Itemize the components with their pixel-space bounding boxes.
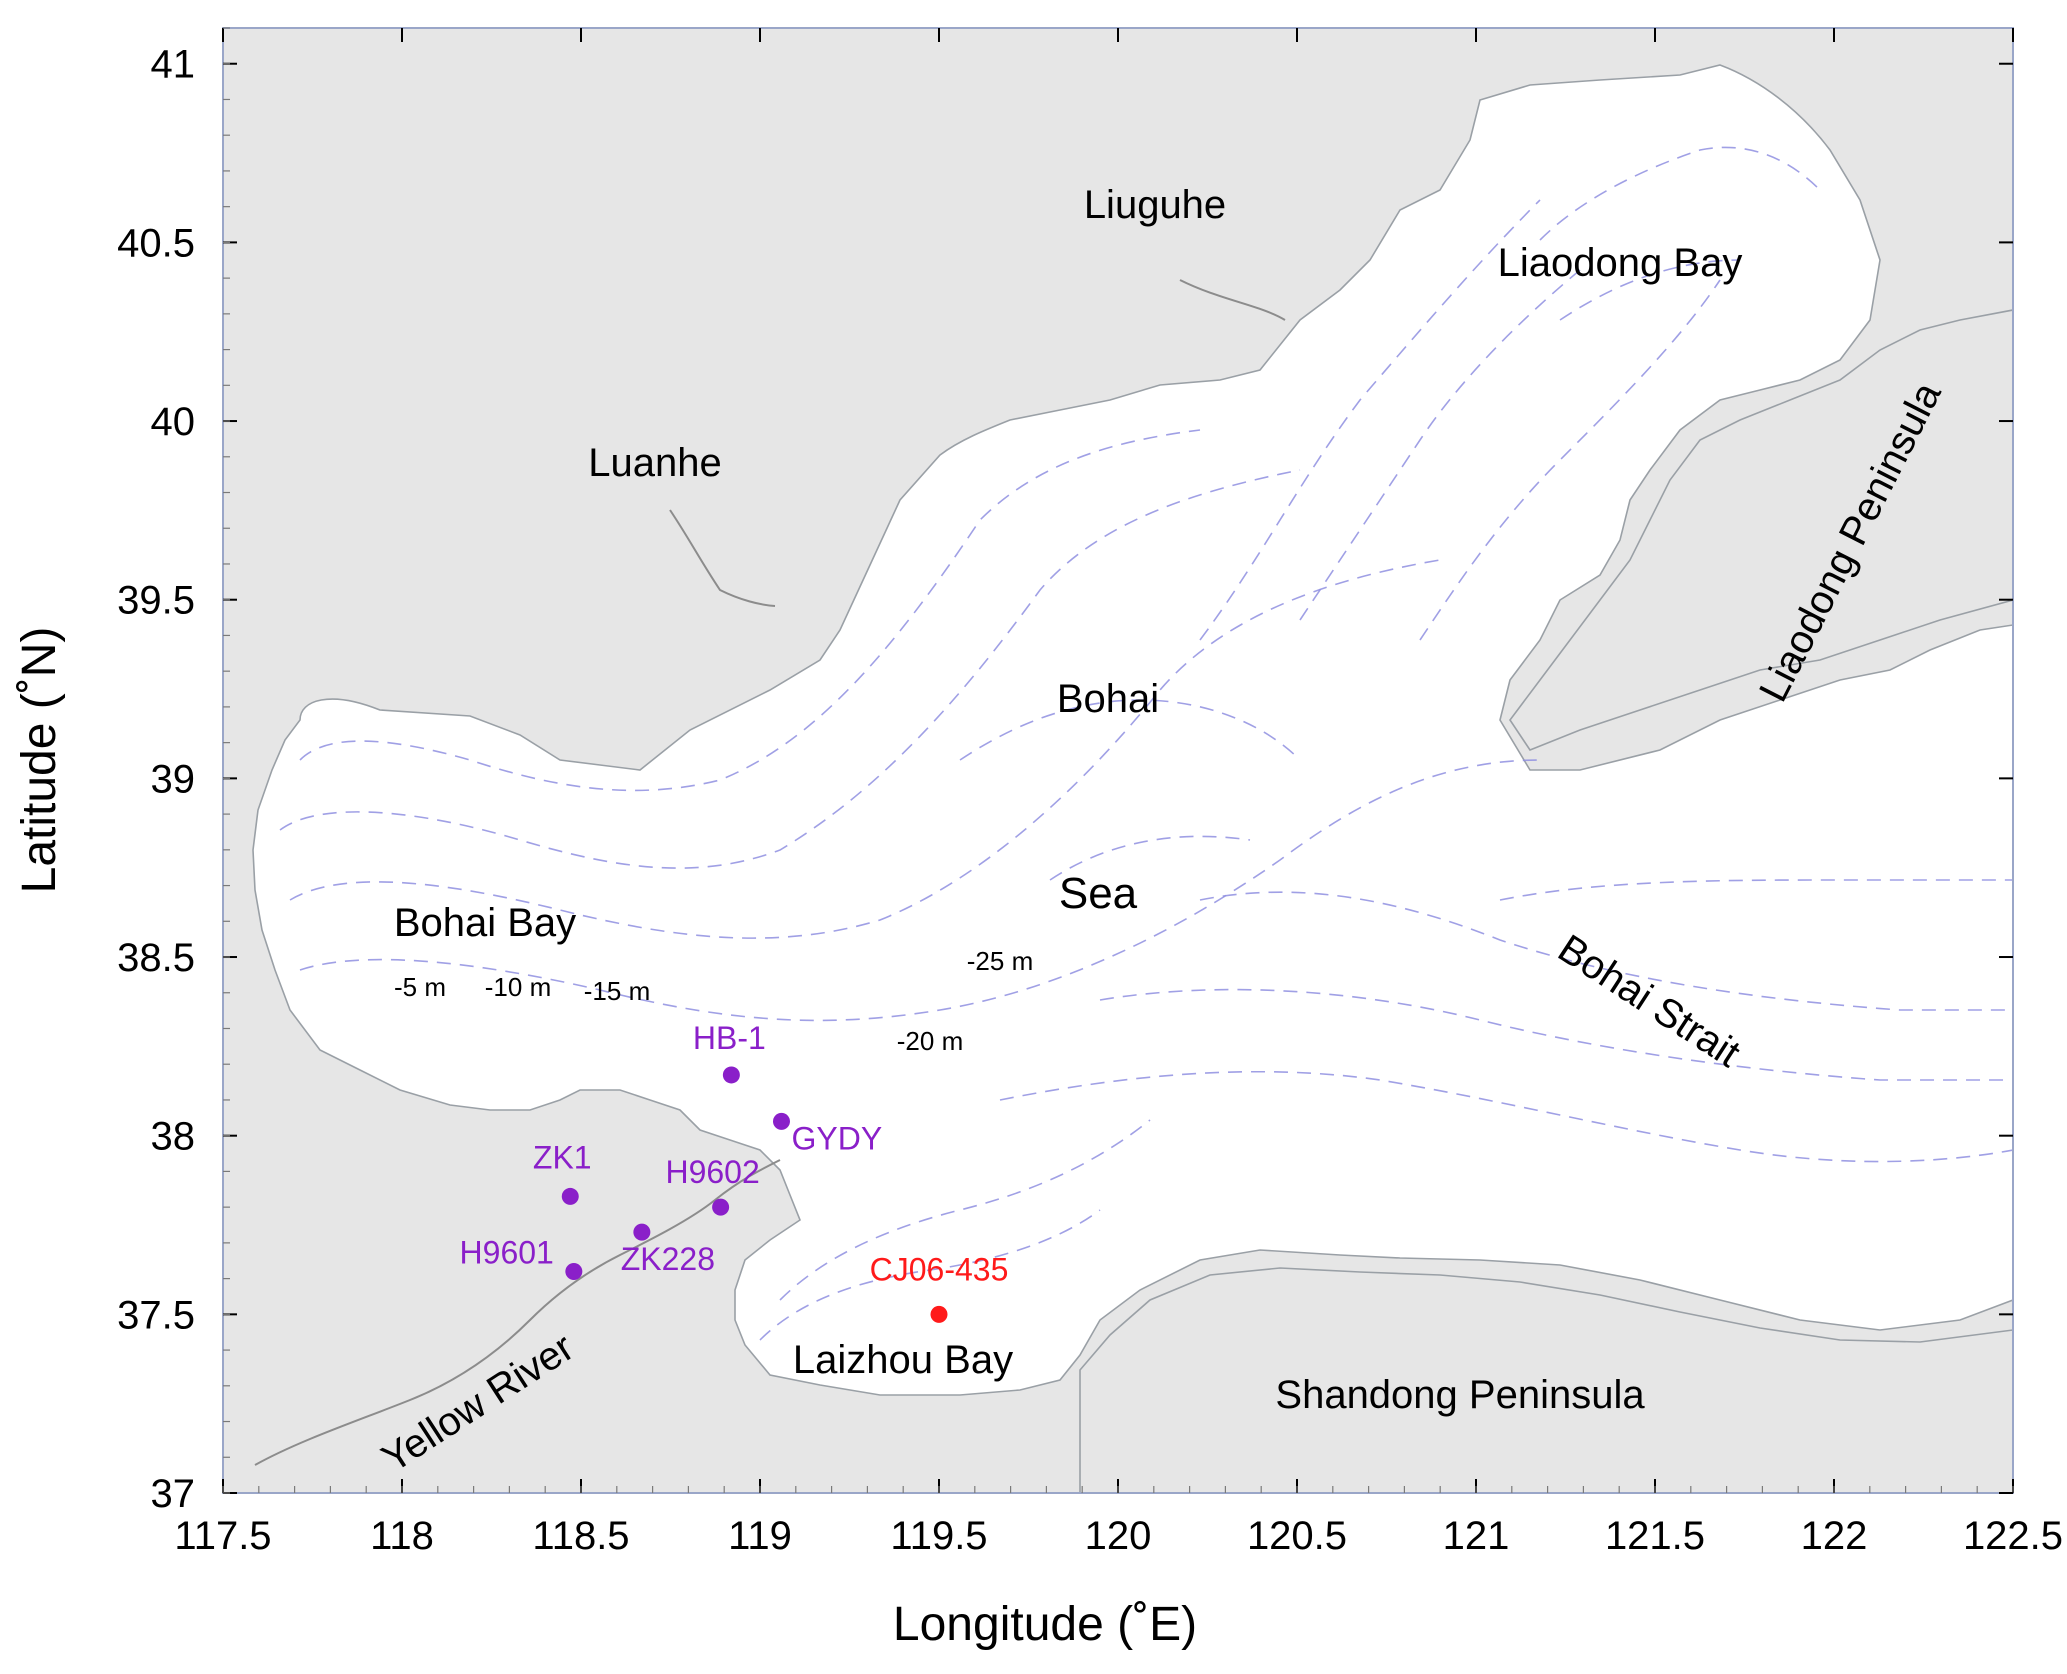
x-tick-label: 119 (728, 1514, 792, 1558)
x-axis-ticks: 117.5 118 118.5 119 119.5 120 120.5 121 121.5 122… (174, 28, 2063, 1558)
y-tick-label: 37.5 (117, 1293, 195, 1337)
x-tick-label: 121 (1443, 1514, 1510, 1558)
y-tick-label: 40.5 (117, 221, 195, 265)
depth-contour-lines (279, 146, 2013, 1341)
station-label-zk1: ZK1 (533, 1139, 592, 1175)
y-tick-label: 40 (151, 400, 196, 444)
station-label-cj06-435: CJ06-435 (870, 1251, 1009, 1287)
label-bohai-bay: Bohai Bay (394, 901, 576, 945)
x-tick-label: 119.5 (890, 1514, 987, 1558)
label-shandong-peninsula: Shandong Peninsula (1275, 1373, 1645, 1417)
x-tick-label: 117.5 (174, 1514, 271, 1558)
label-liaodong-bay: Liaodong Bay (1498, 241, 1743, 285)
x-axis-title: Longitude (˚E) (893, 1598, 1197, 1651)
liaodong-peninsula-land (1509, 309, 2013, 751)
station-markers: HB-1 GYDY ZK1 H9602 ZK228 H9601 CJ06-435 (460, 1020, 1009, 1323)
x-tick-label: 118 (370, 1514, 434, 1558)
rivers (254, 279, 1286, 1466)
x-tick-label: 122.5 (1963, 1514, 2063, 1558)
label-laizhou-bay: Laizhou Bay (793, 1338, 1013, 1382)
y-tick-label: 38.5 (117, 936, 195, 980)
depth-label-20m: -20 m (897, 1026, 963, 1056)
label-sea: Sea (1059, 869, 1138, 918)
station-label-h9601: H9601 (460, 1234, 554, 1270)
station-marker-hb-1 (722, 1066, 740, 1084)
station-marker-h9602 (712, 1198, 730, 1216)
depth-label-10m: -10 m (485, 972, 551, 1002)
y-tick-label: 41 (151, 43, 196, 87)
x-tick-label: 118.5 (532, 1514, 629, 1558)
y-tick-label: 39.5 (117, 579, 195, 623)
y-tick-label: 39 (151, 757, 196, 801)
yellow-river-line (254, 1159, 781, 1466)
y-tick-label: 38 (151, 1115, 196, 1159)
station-label-h9602: H9602 (665, 1154, 759, 1190)
station-marker-zk1 (561, 1187, 579, 1205)
liuguhe-river-line (1179, 279, 1286, 321)
x-tick-label: 120 (1085, 1514, 1152, 1558)
label-luanhe: Luanhe (588, 441, 721, 485)
station-marker-cj06-435 (930, 1305, 948, 1323)
station-label-hb-1: HB-1 (693, 1020, 766, 1056)
luanhe-river-line (669, 509, 776, 607)
bohai-sea-water (252, 64, 2013, 1396)
y-tick-label: 37 (151, 1472, 196, 1516)
y-axis-title: Latitude (˚N) (13, 627, 66, 894)
x-tick-label: 121.5 (1605, 1514, 1705, 1558)
depth-labels: -5 m -10 m -15 m -20 m -25 m (394, 946, 1033, 1056)
station-marker-gydy (772, 1112, 790, 1130)
depth-label-5m: -5 m (394, 972, 446, 1002)
station-label-gydy: GYDY (791, 1120, 882, 1156)
label-liuguhe: Liuguhe (1084, 183, 1226, 227)
station-marker-zk228 (633, 1223, 651, 1241)
station-label-zk228: ZK228 (621, 1241, 715, 1277)
y-axis-ticks: 37 37.5 38 38.5 39 39.5 40 40.5 41 (117, 27, 2013, 1516)
x-tick-label: 122 (1801, 1514, 1868, 1558)
station-marker-h9601 (565, 1262, 583, 1280)
map-plot-area (223, 28, 2013, 1493)
depth-label-25m: -25 m (967, 946, 1033, 976)
label-bohai: Bohai (1057, 677, 1159, 721)
shandong-peninsula-land (1079, 1267, 2013, 1493)
x-tick-label: 120.5 (1247, 1514, 1347, 1558)
depth-label-15m: -15 m (584, 976, 650, 1006)
